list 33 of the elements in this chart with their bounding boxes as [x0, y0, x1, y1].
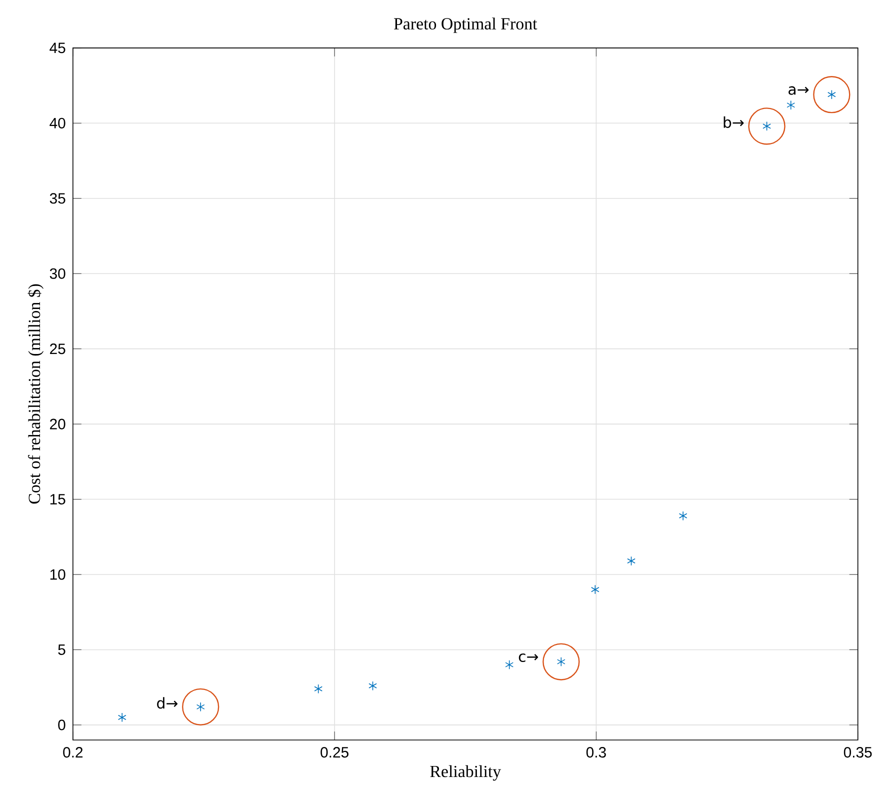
- point: [748, 108, 786, 145]
- point: [182, 688, 220, 726]
- y-axis-title: Cost of rehabilitation (million $): [28, 284, 44, 504]
- point: [813, 76, 850, 114]
- y-tick-label: 5: [58, 644, 66, 655]
- chart-title: Pareto Optimal Front: [394, 18, 538, 33]
- point: [590, 584, 600, 594]
- x-tick-label: 0.25: [320, 747, 348, 758]
- point: [118, 712, 126, 722]
- y-tick-label: 45: [50, 42, 66, 54]
- y-tick-label: 10: [50, 569, 66, 580]
- y-tick-label: 0: [58, 720, 66, 730]
- point: [627, 556, 636, 566]
- x-tick-label: 0.3: [586, 747, 606, 758]
- x-axis-title: Reliability: [430, 765, 502, 781]
- x-tick-label: 0.35: [844, 747, 872, 758]
- y-tick-label: 25: [50, 344, 66, 354]
- point: [542, 643, 580, 680]
- y-tick-label: 40: [50, 118, 66, 128]
- y-tick-label: 15: [50, 494, 66, 505]
- x-tick-label: 0.2: [63, 747, 83, 758]
- point: [314, 684, 323, 694]
- annotation: c→: [518, 654, 538, 662]
- annotation: d→: [157, 697, 178, 709]
- annotation: a→: [788, 86, 809, 95]
- point: [505, 660, 514, 670]
- y-tick-label: 30: [50, 268, 66, 279]
- y-tick-label: 35: [50, 193, 66, 204]
- y-tick-label: 20: [50, 418, 66, 430]
- point: [786, 100, 796, 110]
- point: [368, 681, 377, 691]
- annotation: b→: [724, 116, 744, 128]
- point: [678, 511, 688, 521]
